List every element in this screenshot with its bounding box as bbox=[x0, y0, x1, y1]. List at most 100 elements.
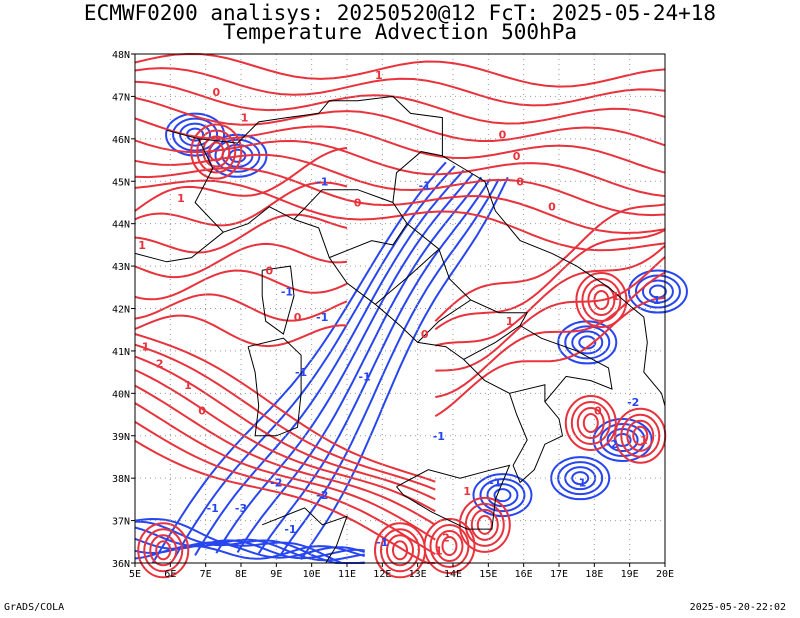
positive-cell bbox=[441, 536, 458, 557]
contour-label: -1 bbox=[207, 502, 219, 515]
positive-cell bbox=[155, 540, 172, 561]
contour-label: -1 bbox=[419, 179, 431, 192]
border-line bbox=[329, 223, 408, 259]
contour-label: 1 bbox=[640, 434, 648, 447]
contour-label: 0 bbox=[421, 328, 429, 341]
lat-tick-label: 45N bbox=[112, 177, 130, 188]
negative-cell bbox=[571, 471, 590, 486]
lon-tick-label: 15E bbox=[479, 569, 497, 580]
positive-contour bbox=[134, 369, 436, 513]
positive-contour bbox=[134, 402, 436, 541]
contour-label: 0 bbox=[516, 175, 524, 188]
negative-cell bbox=[172, 117, 219, 152]
positive-contour bbox=[134, 293, 348, 322]
footer-credit: GrADS/COLA bbox=[4, 602, 65, 613]
positive-contour bbox=[134, 179, 666, 252]
negative-contour bbox=[257, 178, 491, 554]
contour-label: 1 bbox=[375, 69, 383, 82]
lon-tick-label: 9E bbox=[270, 569, 282, 580]
map-title: ECMWF0200 analisys: 20250520@12 FcT: 202… bbox=[83, 1, 717, 25]
negative-cell bbox=[550, 456, 611, 501]
negative-contour bbox=[300, 176, 509, 560]
coastlines-borders bbox=[134, 95, 666, 564]
positive-contour bbox=[134, 146, 348, 212]
lat-tick-label: 47N bbox=[112, 92, 130, 103]
contour-label: 1 bbox=[142, 341, 150, 354]
contour-label: -1 bbox=[281, 286, 293, 299]
contour-label: -1 bbox=[376, 536, 388, 549]
positive-cell bbox=[190, 123, 243, 180]
contour-label: 1 bbox=[612, 290, 620, 303]
positive-cell bbox=[626, 419, 655, 452]
coastline bbox=[134, 231, 224, 263]
contour-label: -2 bbox=[627, 396, 639, 409]
contour-label: 2 bbox=[442, 532, 450, 545]
lat-tick-label: 37N bbox=[112, 517, 130, 528]
negative-cell bbox=[578, 335, 597, 350]
negative-cell bbox=[648, 284, 667, 299]
coastline bbox=[442, 155, 666, 407]
contour-label: 1 bbox=[506, 315, 514, 328]
positive-cell bbox=[632, 425, 649, 446]
positive-cell bbox=[593, 290, 610, 311]
lat-tick-label: 39N bbox=[112, 432, 130, 443]
footer-timestamp: 2025-05-20-22:02 bbox=[689, 602, 786, 613]
positive-contour bbox=[134, 80, 666, 125]
positive-contour bbox=[134, 384, 436, 526]
contour-label: -1 bbox=[316, 175, 328, 188]
negative-cell bbox=[165, 112, 226, 157]
border-line bbox=[293, 189, 394, 220]
negative-contour bbox=[215, 173, 474, 554]
contour-label: 1 bbox=[184, 379, 192, 392]
positive-cell bbox=[575, 272, 628, 329]
positive-cell bbox=[143, 528, 184, 573]
contour-label: -1 bbox=[359, 370, 371, 383]
positive-contour bbox=[134, 269, 348, 301]
border-line bbox=[166, 129, 224, 233]
contour-label: 2 bbox=[156, 358, 164, 371]
contour-label: 0 bbox=[294, 311, 302, 324]
positive-contour bbox=[434, 203, 666, 322]
positive-cell bbox=[476, 514, 493, 535]
negative-cell bbox=[479, 478, 526, 513]
lon-tick-label: 8E bbox=[235, 569, 247, 580]
lat-lon-grid bbox=[135, 54, 665, 563]
positive-cell bbox=[470, 508, 499, 541]
coastline bbox=[247, 337, 302, 437]
contour-label: 1 bbox=[177, 192, 185, 205]
positive-contour bbox=[435, 245, 666, 347]
lat-tick-label: 36N bbox=[112, 559, 130, 570]
lat-tick-label: 40N bbox=[112, 389, 130, 400]
positive-cell bbox=[620, 413, 661, 458]
contour-label: -1 bbox=[648, 294, 660, 307]
contour-label: 0 bbox=[513, 150, 521, 163]
contour-label: 1 bbox=[138, 239, 146, 252]
contour-label: -1 bbox=[489, 476, 501, 489]
contour-label: 0 bbox=[265, 264, 273, 277]
positive-cell bbox=[386, 534, 414, 567]
contour-label: 0 bbox=[548, 201, 556, 214]
lon-tick-label: 13E bbox=[409, 569, 427, 580]
contour-label: 0 bbox=[499, 129, 507, 142]
positive-cell bbox=[458, 496, 511, 553]
negative-contour bbox=[134, 541, 365, 559]
contour-label: -1 bbox=[316, 311, 328, 324]
negative-contour bbox=[194, 169, 465, 556]
lon-tick-label: 12E bbox=[373, 569, 391, 580]
positive-cell bbox=[587, 284, 616, 317]
contour-label: -1 bbox=[433, 430, 445, 443]
contour-label: 1 bbox=[241, 112, 249, 125]
negative-cell bbox=[571, 330, 604, 355]
border-line bbox=[198, 95, 443, 156]
positive-cell bbox=[149, 534, 178, 567]
positive-cell bbox=[202, 135, 231, 168]
contour-label: 1 bbox=[435, 544, 443, 557]
lat-tick-label: 44N bbox=[112, 220, 130, 231]
positive-contour bbox=[134, 420, 436, 556]
coastline bbox=[223, 151, 613, 484]
positive-contour bbox=[134, 96, 666, 147]
lon-tick-label: 10E bbox=[303, 569, 321, 580]
lon-tick-label: 14E bbox=[444, 569, 462, 580]
negative-contour bbox=[151, 161, 447, 564]
